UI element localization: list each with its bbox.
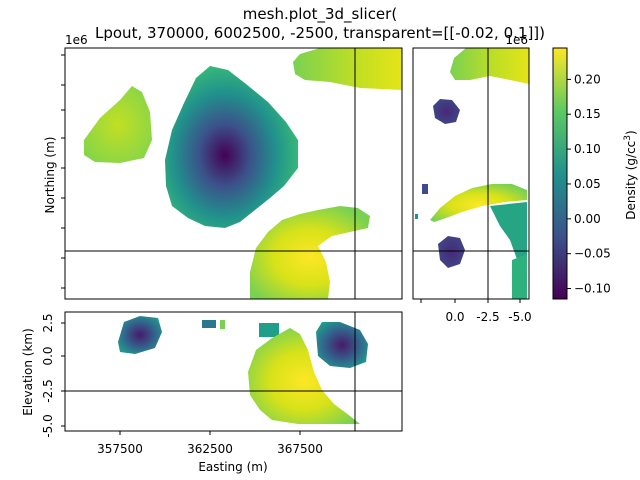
plan-top-band (293, 48, 402, 90)
ew-speck-2 (220, 320, 225, 329)
ew-ytick-label-3: -5.0 (41, 414, 55, 437)
ew-xtick-label-1: 362500 (187, 442, 233, 456)
colorbar-tick-label: −0.05 (574, 247, 611, 261)
ns-offset-label: 1e6 (505, 33, 528, 47)
ns-speck-1 (422, 184, 428, 194)
title-line1: mesh.plot_3d_slicer( (243, 5, 397, 24)
ew-section-panel: 357500 362500 367500 2.5 0.0 -2.5 -5.0 E… (21, 311, 403, 474)
ns-top-band (450, 48, 529, 84)
colorbar-ticks: 0.20 0.15 0.10 0.05 0.00 −0.05 −0.10 (567, 72, 611, 296)
ew-section-image (118, 316, 368, 424)
ew-speck-1 (202, 320, 216, 328)
ns-low-bottom (438, 236, 465, 268)
plan-offset-label: 1e6 (65, 33, 88, 47)
colorbar-tick-label: 0.05 (574, 177, 601, 191)
ns-section-frame (412, 47, 530, 300)
ns-xtick-label-0: 0.0 (445, 310, 464, 324)
ns-x-ticks (420, 299, 521, 303)
ew-low-blob-right (316, 322, 368, 368)
colorbar-gradient (552, 47, 568, 300)
plan-view-image (84, 48, 402, 299)
plan-view-frame (64, 47, 403, 300)
ew-xtick-label-0: 357500 (97, 442, 143, 456)
ew-y-ticks (61, 322, 65, 427)
colorbar-tick-label: 0.15 (574, 107, 601, 121)
ns-green-band (490, 202, 527, 262)
ew-ytick-label-2: -2.5 (41, 379, 55, 402)
plan-ylabel: Northing (m) (43, 137, 57, 214)
ns-speck-2 (415, 214, 418, 219)
colorbar-label: Density (g/cc3) (623, 130, 638, 219)
ns-xtick-label-2: -5.0 (508, 310, 531, 324)
ew-low-blob-left (118, 316, 162, 354)
colorbar-tick-label: 0.10 (574, 142, 601, 156)
ew-high-blob (248, 328, 360, 424)
plan-low-anomaly (165, 66, 298, 228)
title-line2: Lpout, 370000, 6002500, -2500, transpare… (95, 24, 545, 42)
ew-ytick-label-1: 0.0 (41, 346, 55, 365)
colorbar-tick-label: 0.20 (574, 72, 601, 86)
ew-xlabel: Easting (m) (198, 460, 267, 474)
ns-small-low (433, 99, 460, 124)
ns-section-panel: 1e6 0.0 -2.5 -5.0 (412, 33, 532, 324)
ns-lower-green (512, 254, 527, 299)
colorbar: 0.20 0.15 0.10 0.05 0.00 −0.05 −0.10 Density (… (552, 47, 638, 300)
colorbar-tick-label: −0.10 (574, 282, 611, 296)
ew-x-ticks (119, 431, 301, 435)
plan-view-panel: 1e6 Northing (m) (43, 33, 403, 300)
plan-high-anomaly (250, 206, 370, 299)
ns-xtick-label-1: -2.5 (476, 310, 499, 324)
ew-ytick-label-0: 2.5 (41, 313, 55, 332)
ew-ylabel: Elevation (km) (21, 328, 35, 416)
ew-xtick-label-2: 367500 (277, 442, 323, 456)
ns-section-image (415, 48, 529, 299)
plan-y-ticks (61, 54, 65, 289)
ew-section-frame (64, 311, 403, 432)
ns-high-band (430, 184, 527, 222)
plan-green-blob (84, 86, 152, 163)
ew-speck-3 (259, 323, 279, 337)
colorbar-tick-label: 0.00 (574, 212, 601, 226)
